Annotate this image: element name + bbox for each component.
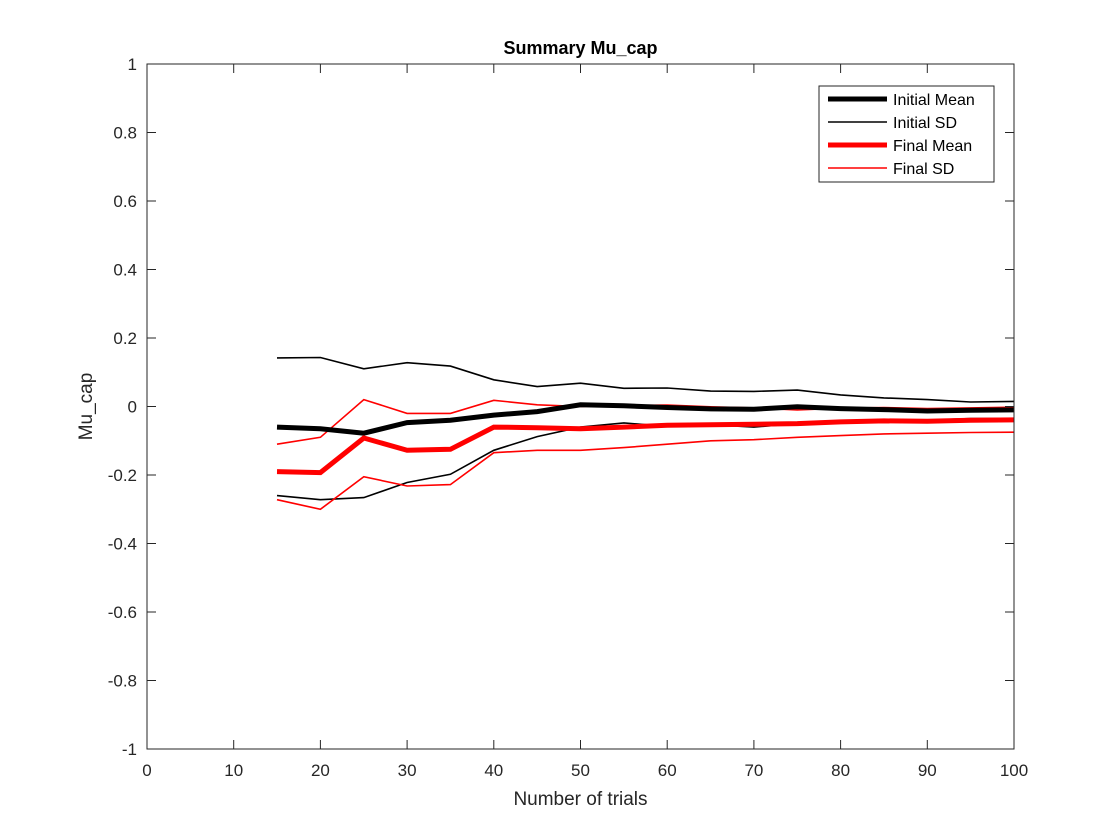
y-tick-label: -0.4 — [108, 535, 137, 554]
chart-title: Summary Mu_cap — [503, 38, 657, 58]
series-line-initial-sd-2 — [276, 417, 1014, 501]
y-tick-label: 0.8 — [113, 124, 137, 143]
tick-marks — [146, 63, 1015, 750]
legend-box — [818, 85, 995, 183]
x-axis-label: Number of trials — [513, 789, 647, 810]
series-line-initial-mean-0 — [276, 402, 1015, 436]
x-tick-label: 40 — [484, 761, 503, 780]
x-tick-label: 70 — [744, 761, 763, 780]
x-tick-label: 0 — [142, 761, 151, 780]
x-tick-label: 80 — [831, 761, 850, 780]
y-tick-label: -0.2 — [108, 466, 137, 485]
y-tick-label: 0.6 — [113, 192, 137, 211]
y-tick-label: -0.8 — [108, 672, 137, 691]
series-line-initial-sd-1 — [276, 356, 1015, 403]
x-tick-label: 20 — [311, 761, 330, 780]
legend-label-initial-sd: Initial SD — [893, 115, 957, 132]
x-tick-label: 90 — [918, 761, 937, 780]
x-tick-label: 30 — [398, 761, 417, 780]
series-line-final-mean-3 — [276, 417, 1015, 476]
x-tick-label: 100 — [1000, 761, 1028, 780]
y-tick-label: -1 — [122, 740, 137, 759]
series-line-final-sd-5 — [276, 431, 1015, 511]
legend-label-final-mean: Final Mean — [893, 138, 972, 155]
y-tick-label: 1 — [128, 55, 137, 74]
x-tick-label: 60 — [658, 761, 677, 780]
y-tick-label: 0.4 — [113, 261, 137, 280]
y-tick-label: 0.2 — [113, 329, 137, 348]
plot-lines — [276, 356, 1015, 511]
x-tick-label: 10 — [224, 761, 243, 780]
x-tick-label: 50 — [571, 761, 590, 780]
legend: Initial Mean Initial SD Final Mean Final SD — [818, 85, 995, 183]
x-tick-labels: 0 10 20 30 40 50 60 70 80 90 100 — [142, 761, 1028, 780]
y-axis-label: Mu_cap — [76, 373, 97, 441]
legend-label-final-sd: Final SD — [893, 161, 954, 178]
y-tick-labels: -1 -0.8 -0.6 -0.4 -0.2 0 0.2 0.4 0.6 0.8 1 — [108, 55, 137, 759]
y-tick-label: 0 — [128, 398, 137, 417]
legend-label-initial-mean: Initial Mean — [893, 92, 975, 109]
legend-entries: Initial Mean Initial SD Final Mean Final SD — [828, 92, 975, 178]
y-tick-label: -0.6 — [108, 603, 137, 622]
